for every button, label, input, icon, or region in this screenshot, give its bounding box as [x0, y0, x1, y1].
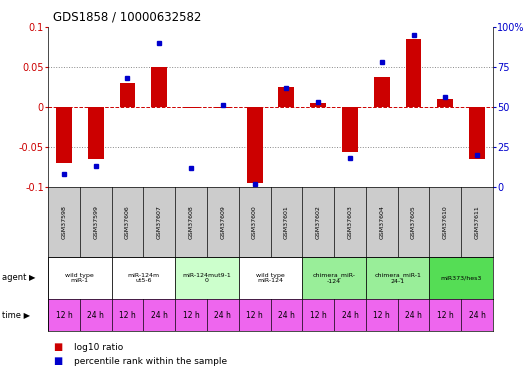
Text: 24 h: 24 h: [278, 310, 295, 320]
Bar: [366, 257, 429, 299]
Text: GSM37607: GSM37607: [157, 205, 162, 239]
Text: ■: ■: [53, 342, 62, 352]
Bar: [175, 257, 239, 299]
Text: time ▶: time ▶: [2, 310, 30, 320]
Text: GSM37601: GSM37601: [284, 205, 289, 239]
Text: GSM37599: GSM37599: [93, 205, 98, 239]
Bar: [310, 103, 326, 107]
Bar: [374, 76, 390, 107]
Bar: [429, 257, 493, 299]
Bar: [469, 107, 485, 159]
Text: GSM37605: GSM37605: [411, 205, 416, 239]
Bar: [119, 83, 135, 107]
Text: percentile rank within the sample: percentile rank within the sample: [74, 357, 227, 366]
Bar: [111, 257, 175, 299]
Text: 12 h: 12 h: [437, 310, 454, 320]
Text: GSM37603: GSM37603: [347, 205, 353, 239]
Text: GSM37609: GSM37609: [220, 205, 225, 239]
Text: 24 h: 24 h: [87, 310, 104, 320]
Text: 24 h: 24 h: [469, 310, 486, 320]
Bar: [342, 107, 358, 152]
Text: 24 h: 24 h: [405, 310, 422, 320]
Text: miR373/hes3: miR373/hes3: [440, 276, 482, 280]
Text: chimera_miR-1
24-1: chimera_miR-1 24-1: [374, 272, 421, 284]
Bar: [278, 87, 294, 107]
Bar: [247, 107, 262, 183]
Bar: [56, 107, 72, 163]
Text: GSM37610: GSM37610: [443, 205, 448, 239]
Text: 12 h: 12 h: [183, 310, 200, 320]
Text: chimera_miR-
-124: chimera_miR- -124: [313, 272, 355, 284]
Text: GSM37598: GSM37598: [61, 205, 67, 239]
Bar: [239, 257, 303, 299]
Bar: [183, 107, 199, 108]
Text: GSM37606: GSM37606: [125, 205, 130, 239]
Text: 12 h: 12 h: [310, 310, 326, 320]
Text: wild type
miR-1: wild type miR-1: [65, 273, 94, 284]
Text: 24 h: 24 h: [151, 310, 168, 320]
Bar: [88, 107, 103, 159]
Text: GSM37600: GSM37600: [252, 205, 257, 239]
Bar: [48, 257, 111, 299]
Text: 12 h: 12 h: [119, 310, 136, 320]
Text: 12 h: 12 h: [246, 310, 263, 320]
Text: 24 h: 24 h: [342, 310, 359, 320]
Bar: [215, 107, 231, 108]
Text: miR-124mut9-1
0: miR-124mut9-1 0: [183, 273, 231, 284]
Text: GSM37611: GSM37611: [475, 205, 479, 239]
Text: miR-124m
ut5-6: miR-124m ut5-6: [127, 273, 159, 284]
Text: GSM37602: GSM37602: [316, 205, 320, 239]
Text: log10 ratio: log10 ratio: [74, 342, 124, 351]
Text: 12 h: 12 h: [55, 310, 72, 320]
Bar: [152, 67, 167, 107]
Text: ■: ■: [53, 356, 62, 366]
Text: GDS1858 / 10000632582: GDS1858 / 10000632582: [53, 10, 201, 23]
Bar: [437, 99, 453, 107]
Text: wild type
miR-124: wild type miR-124: [256, 273, 285, 284]
Text: agent ▶: agent ▶: [2, 273, 35, 282]
Text: 12 h: 12 h: [373, 310, 390, 320]
Text: GSM37604: GSM37604: [379, 205, 384, 239]
Bar: [406, 39, 421, 107]
Text: GSM37608: GSM37608: [188, 205, 194, 239]
Bar: [303, 257, 366, 299]
Text: 24 h: 24 h: [214, 310, 231, 320]
